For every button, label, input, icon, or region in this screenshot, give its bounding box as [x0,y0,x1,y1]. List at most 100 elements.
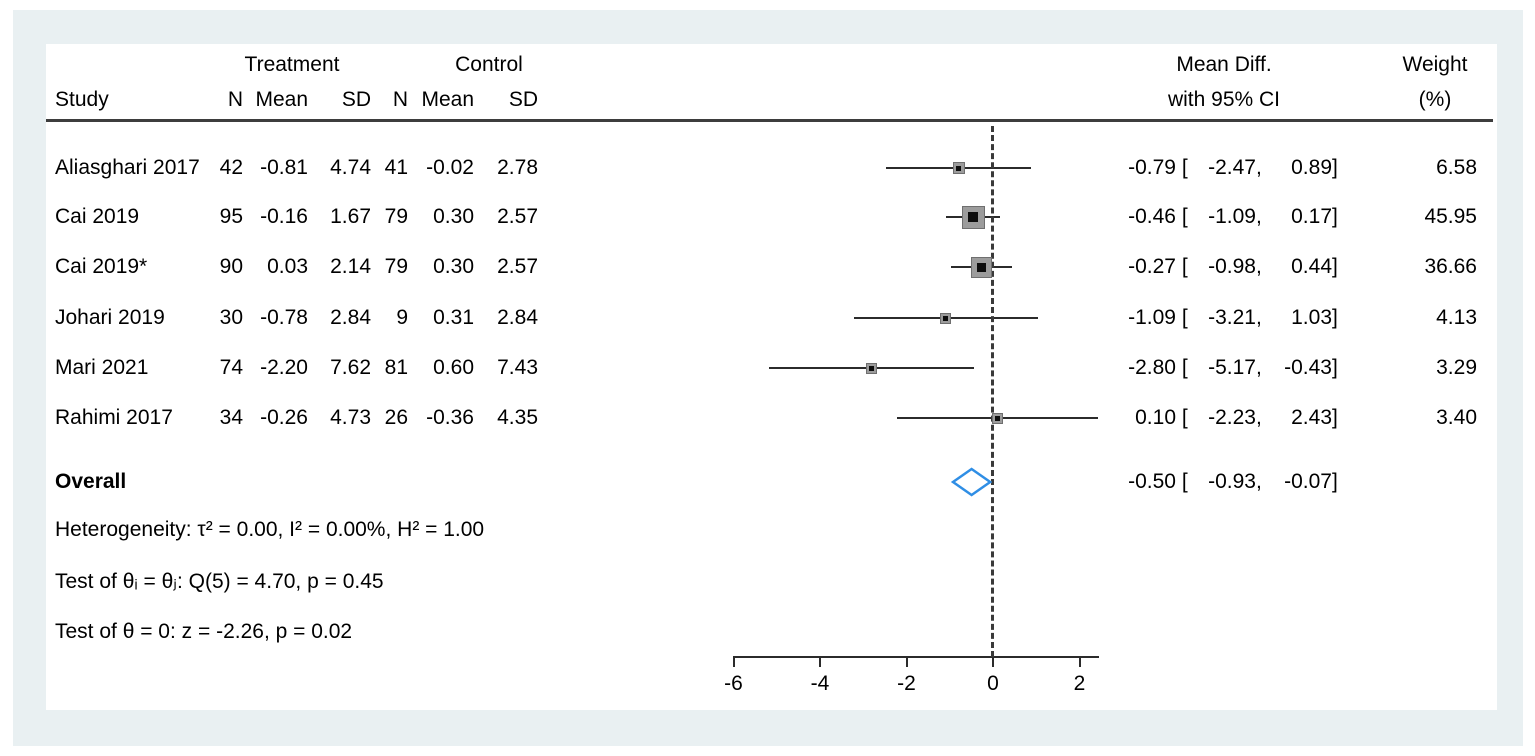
control-sd-value: 2.84 [497,306,538,329]
ci-open-bracket: [ [1176,406,1188,429]
control-mean-header: Mean [421,88,474,111]
effect-marker-core [956,165,962,171]
treatment-sd-value: 4.73 [330,406,371,429]
ci-separator: , [1256,205,1262,228]
control-n-value: 9 [396,306,408,329]
control-mean-value: 0.30 [433,255,474,278]
control-mean-value: -0.02 [426,156,474,179]
heterogeneity-note: Heterogeneity: τ² = 0.00, I² = 0.00%, H²… [55,518,485,541]
md-estimate: -1.09 [1128,306,1176,329]
study-label: Johari 2019 [55,306,165,329]
treatment-mean-value: -2.20 [260,356,308,379]
md-estimate: -0.50 [1128,470,1176,493]
treatment-mean-header: Mean [255,88,308,111]
effect-marker-core [968,212,979,222]
weight-value: 3.40 [1436,406,1477,429]
ci-close-bracket: ] [1332,306,1338,329]
zero-reference-line [991,126,994,657]
ci-separator: , [1256,255,1262,278]
effect-header-line1: Mean Diff. [1176,53,1272,76]
treatment-n-value: 90 [219,255,243,278]
ci-separator: , [1256,306,1262,329]
treatment-n-value: 74 [219,356,243,379]
control-n-value: 41 [384,156,408,179]
ci-lower: -2.23 [1208,406,1256,429]
weight-value: 45.95 [1424,205,1477,228]
effect-marker-core [994,415,1000,421]
treatment-sd-value: 2.14 [330,255,371,278]
treatment-n-value: 34 [219,406,243,429]
ci-open-bracket: [ [1176,306,1188,329]
control-sd-value: 2.57 [497,205,538,228]
control-mean-value: 0.30 [433,205,474,228]
control-group-header: Control [455,53,523,76]
md-ci-cell: -2.80 [-5.17, -0.43] [1116,355,1340,381]
treatment-n-header: N [227,88,243,111]
treatment-mean-value: -0.16 [260,205,308,228]
weight-value: 6.58 [1436,156,1477,179]
treatment-sd-value: 1.67 [330,205,371,228]
control-sd-value: 4.35 [497,406,538,429]
ci-close-bracket: ] [1332,156,1338,179]
ci-upper: 0.44 [1291,255,1332,278]
weight-value: 3.29 [1436,356,1477,379]
ci-separator: , [1256,470,1262,493]
weight-value: 4.13 [1436,306,1477,329]
treatment-sd-value: 2.84 [330,306,371,329]
axis-tick-label: 0 [987,672,999,695]
ci-upper: 0.17 [1291,205,1332,228]
axis-tick [732,657,735,667]
x-axis-line [733,656,1099,658]
axis-tick [819,657,821,667]
ci-open-bracket: [ [1176,356,1188,379]
overall-diamond-icon [950,467,993,497]
study-label: Cai 2019 [55,205,140,228]
ci-open-bracket: [ [1176,156,1188,179]
study-label: Mari 2021 [55,356,149,379]
effect-marker-core [869,365,875,371]
effect-marker-core [976,262,986,272]
axis-tick-label: -2 [897,672,916,695]
overall-label: Overall [55,470,127,493]
control-n-header: N [392,88,408,111]
treatment-mean-value: -0.78 [260,306,308,329]
treatment-sd-value: 7.62 [330,356,371,379]
effect-marker-core [943,315,949,321]
ci-close-bracket: ] [1332,205,1338,228]
study-label: Aliasghari 2017 [55,156,200,179]
md-ci-cell: -0.79 [-2.47, 0.89] [1116,155,1340,181]
md-estimate: -2.80 [1128,356,1176,379]
treatment-mean-value: 0.03 [267,255,308,278]
study-label: Cai 2019* [55,255,148,278]
ci-lower: -1.09 [1208,205,1256,228]
axis-tick [1078,657,1081,667]
axis-tick-label: -4 [810,672,830,695]
control-sd-value: 2.78 [497,156,538,179]
treatment-n-value: 42 [219,156,243,179]
control-n-value: 79 [384,205,408,228]
ci-upper: 2.43 [1291,406,1332,429]
ci-separator: , [1256,356,1262,379]
ci-lower: -5.17 [1208,356,1256,379]
md-ci-cell: -0.46 [-1.09, 0.17] [1116,204,1340,230]
overall-md-ci-cell: -0.50 [-0.93, -0.07] [1116,469,1340,495]
study-label: Rahimi 2017 [55,406,173,429]
header-rule [46,119,1493,122]
q-test-note: Test of θᵢ = θⱼ: Q(5) = 4.70, p = 0.45 [55,570,384,593]
weight-header-line1: Weight [1402,53,1468,76]
control-n-value: 81 [384,356,408,379]
md-ci-cell: 0.10 [-2.23, 2.43] [1116,405,1340,431]
weight-header-line2: (%) [1418,88,1452,111]
z-test-note: Test of θ = 0: z = -2.26, p = 0.02 [55,620,353,643]
control-sd-value: 2.57 [497,255,538,278]
ci-upper: 0.89 [1291,156,1332,179]
effect-header-line2: with 95% CI [1167,88,1281,111]
ci-lower: -2.47 [1208,156,1256,179]
control-n-value: 79 [384,255,408,278]
axis-tick-label: 2 [1073,672,1086,695]
ci-close-bracket: ] [1332,356,1338,379]
ci-close-bracket: ] [1332,406,1338,429]
md-ci-cell: -1.09 [-3.21, 1.03] [1116,305,1340,331]
treatment-mean-value: -0.81 [260,156,308,179]
